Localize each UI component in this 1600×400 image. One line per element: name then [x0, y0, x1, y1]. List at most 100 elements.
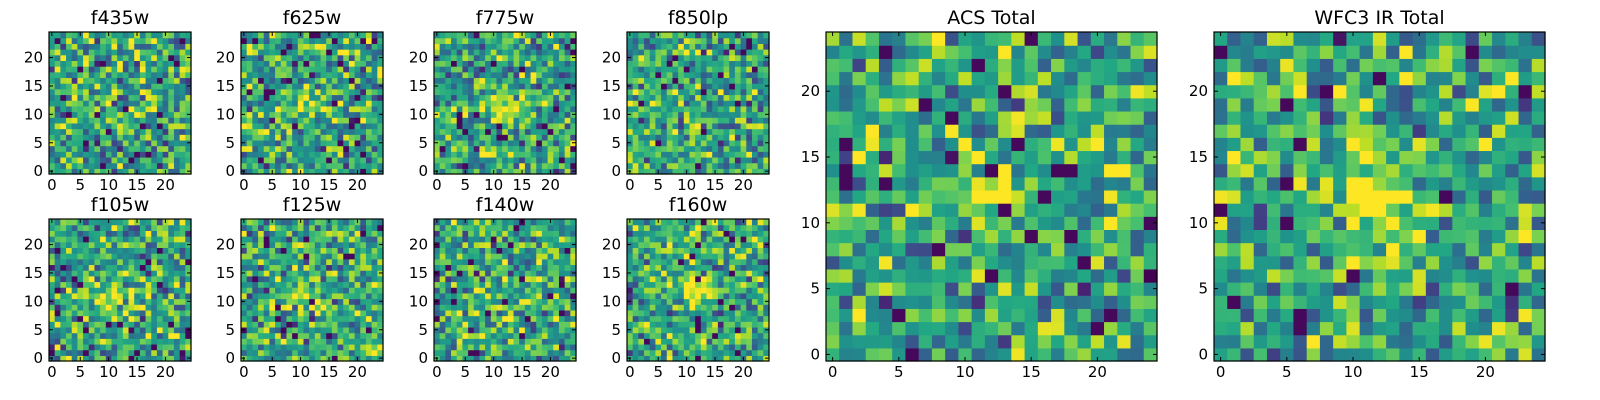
- heatmap-cell: [678, 298, 685, 305]
- heatmap-cell: [365, 77, 373, 84]
- heatmap-cell: [122, 128, 130, 135]
- heatmap-cell: [360, 275, 367, 283]
- heatmap-cell: [60, 338, 67, 345]
- heatmap-cell: [371, 281, 378, 288]
- heatmap-cell: [156, 139, 164, 147]
- heatmap-cell: [536, 298, 543, 305]
- heatmap-cell: [638, 270, 645, 277]
- heatmap-cell: [360, 66, 367, 73]
- x-tick-label: 15: [127, 176, 146, 194]
- heatmap-cell: [513, 156, 520, 164]
- heatmap-cell: [502, 258, 509, 266]
- heatmap-cell: [485, 321, 492, 328]
- heatmap-cell: [275, 83, 282, 90]
- heatmap-cell: [122, 247, 130, 254]
- heatmap-cell: [456, 66, 463, 73]
- heatmap-cell: [723, 332, 730, 339]
- heatmap-cell: [672, 37, 679, 44]
- heatmap-cell: [77, 139, 84, 147]
- heatmap-cell: [111, 332, 118, 339]
- heatmap-cell: [377, 145, 384, 152]
- heatmap-cell: [309, 338, 316, 345]
- heatmap-cell: [303, 111, 310, 118]
- heatmap-cell: [292, 60, 299, 67]
- heatmap-cell: [706, 94, 713, 101]
- heatmap-cell: [570, 66, 577, 73]
- heatmap-cell: [570, 128, 577, 135]
- heatmap-cell: [496, 162, 503, 169]
- heatmap-cell: [700, 128, 708, 135]
- heatmap-cell: [524, 54, 532, 61]
- heatmap-cell: [54, 156, 61, 164]
- heatmap-cell: [105, 298, 113, 305]
- heatmap-cell: [734, 49, 742, 56]
- heatmap-cell: [348, 264, 356, 271]
- heatmap-cell: [513, 139, 520, 147]
- heatmap-cell: [519, 105, 526, 113]
- heatmap-cell: [168, 71, 175, 79]
- heatmap-cell: [524, 134, 532, 141]
- heatmap-cell: [292, 326, 299, 334]
- heatmap-cell: [343, 139, 350, 147]
- heatmap-cell: [263, 168, 270, 175]
- heatmap-cell: [502, 145, 509, 152]
- heatmap-cell: [241, 258, 248, 266]
- heatmap-cell: [479, 66, 486, 73]
- heatmap-cell: [377, 219, 384, 226]
- heatmap-cell: [740, 60, 747, 67]
- heatmap-cell: [490, 298, 498, 305]
- heatmap-cell: [314, 32, 322, 39]
- heatmap-cell: [275, 355, 282, 362]
- heatmap-cell: [156, 275, 164, 283]
- heatmap-cell: [309, 83, 316, 90]
- heatmap-cell: [77, 162, 84, 169]
- heatmap-cell: [105, 105, 113, 113]
- heatmap-cell: [326, 134, 333, 141]
- heatmap-cell: [757, 37, 764, 44]
- heatmap-cell: [524, 71, 532, 79]
- heatmap-cell: [292, 241, 299, 248]
- heatmap-cell: [77, 100, 84, 107]
- heatmap-cell: [729, 32, 736, 39]
- heatmap-cell: [241, 162, 248, 169]
- heatmap-cell: [162, 151, 169, 158]
- heatmap-cell: [134, 71, 141, 79]
- x-tick-label: 5: [267, 363, 277, 381]
- heatmap-cell: [468, 304, 475, 311]
- heatmap-cell: [66, 49, 73, 56]
- heatmap-cell: [644, 100, 651, 107]
- heatmap-cell: [712, 111, 719, 118]
- heatmap-cell: [536, 168, 543, 175]
- heatmap-cell: [547, 270, 554, 277]
- heatmap-cell: [354, 145, 361, 152]
- heatmap-cell: [695, 122, 702, 130]
- heatmap-cell: [280, 275, 288, 283]
- heatmap-cell: [439, 168, 446, 175]
- heatmap-cell: [473, 281, 481, 288]
- heatmap-cell: [746, 71, 753, 79]
- heatmap-cell: [297, 122, 305, 130]
- heatmap-cell: [751, 292, 759, 300]
- heatmap-cell: [496, 287, 503, 294]
- heatmap-cell: [348, 315, 356, 322]
- heatmap-cell: [524, 156, 532, 164]
- heatmap-cell: [672, 145, 679, 152]
- heatmap-cell: [134, 100, 141, 107]
- heatmap-cell: [122, 321, 130, 328]
- heatmap-cell: [740, 139, 747, 147]
- heatmap-cell: [179, 236, 186, 243]
- heatmap-cell: [326, 281, 333, 288]
- heatmap-cell: [309, 54, 316, 61]
- heatmap-cell: [507, 287, 515, 294]
- heatmap-cell: [365, 219, 373, 226]
- heatmap-cell: [451, 168, 458, 175]
- heatmap-cell: [258, 54, 265, 61]
- heatmap-cell: [348, 338, 356, 345]
- heatmap-cell: [309, 264, 316, 271]
- heatmap-cell: [524, 270, 532, 277]
- heatmap-cell: [314, 270, 322, 277]
- heatmap-cell: [644, 54, 651, 61]
- heatmap-cell: [468, 139, 475, 147]
- heatmap-cell: [740, 43, 747, 50]
- heatmap-cell: [553, 236, 560, 243]
